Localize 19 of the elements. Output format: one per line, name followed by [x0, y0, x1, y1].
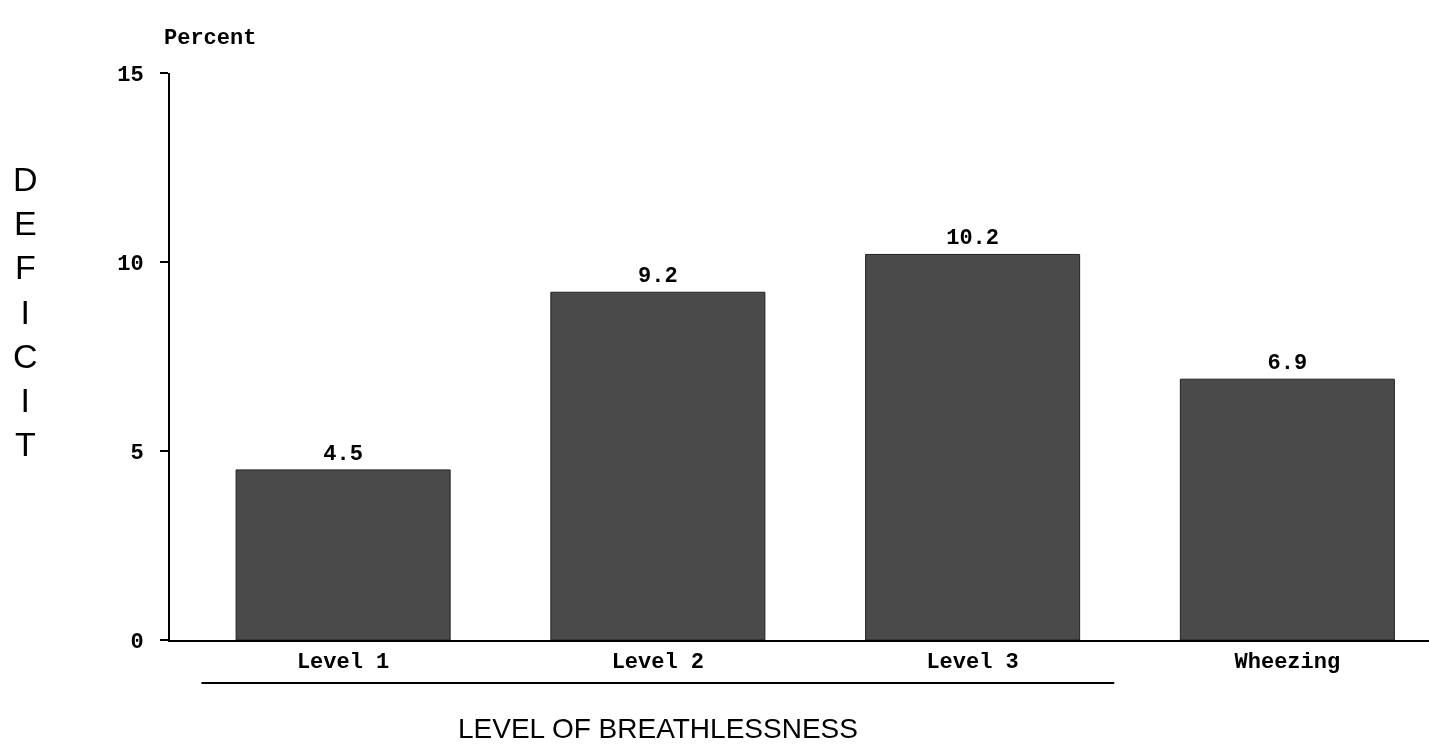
- bar: [1179, 378, 1395, 640]
- x-tick-label: Wheezing: [1234, 650, 1341, 676]
- text: Percent: [164, 26, 257, 51]
- x-tick-label: Level 2: [611, 650, 705, 676]
- y-axis-title: DEFICIT: [13, 160, 38, 464]
- y-tick-label: 15: [117, 62, 144, 88]
- x-tick-label: Level 1: [296, 650, 390, 676]
- y-tick-label: 10: [117, 251, 144, 277]
- data-label: 6.9: [1267, 351, 1308, 377]
- data-label: 4.5: [323, 441, 363, 467]
- bar: [235, 469, 451, 640]
- bar: [550, 291, 766, 640]
- data-label: 9.2: [638, 264, 678, 290]
- x-tick-label: Level 3: [926, 650, 1019, 676]
- y-tick-label: 5: [130, 440, 144, 466]
- data-label: 10.2: [946, 226, 1000, 252]
- x-axis-title: LEVEL OF BREATHLESSNESS: [458, 713, 858, 744]
- bar: [865, 253, 1081, 640]
- y-tick-label: 0: [130, 629, 144, 655]
